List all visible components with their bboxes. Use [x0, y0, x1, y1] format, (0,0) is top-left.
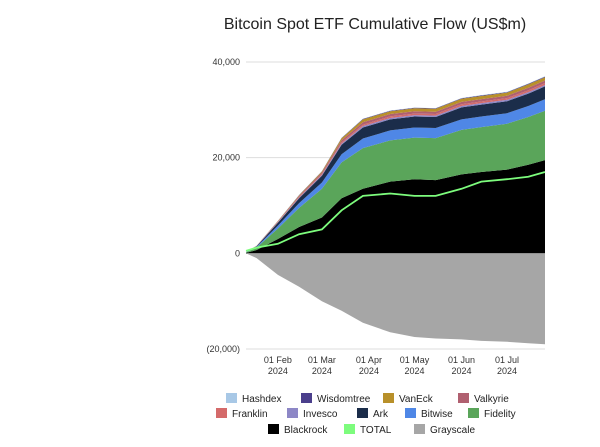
y-tick-label: 20,000: [212, 153, 240, 163]
legend-swatch: [357, 408, 368, 418]
legend-swatch: [226, 393, 237, 403]
y-tick-label: (20,000): [206, 344, 240, 354]
y-tick-label: 40,000: [212, 57, 240, 67]
x-tick-label: 01 Jun: [448, 355, 475, 365]
y-tick-label: 0: [235, 248, 240, 258]
legend-swatch: [414, 424, 425, 434]
legend-item-franklin: Franklin: [216, 408, 268, 420]
area-bitwise: [246, 99, 545, 253]
legend-label: Bitwise: [421, 409, 453, 420]
legend-swatch: [287, 408, 298, 418]
area-vaneck: [246, 77, 545, 253]
area-layer: [246, 76, 545, 345]
x-tick-year: 2024: [497, 366, 517, 376]
chart-title: Bitcoin Spot ETF Cumulative Flow (US$m): [223, 16, 527, 33]
legend-item-fidelity: Fidelity: [468, 408, 516, 420]
legend-item-ark: Ark: [357, 408, 389, 420]
area-invesco: [246, 85, 545, 253]
legend-label: Wisdomtree: [317, 394, 371, 405]
legend-swatch: [405, 408, 416, 418]
legend-swatch: [468, 408, 479, 418]
legend-item-invesco: Invesco: [287, 408, 338, 420]
legend-label: Fidelity: [484, 409, 516, 420]
legend-label: VanEck: [399, 394, 434, 405]
area-fidelity: [246, 110, 545, 253]
legend-item-hashdex: Hashdex: [226, 393, 281, 405]
legend-label: TOTAL: [360, 425, 392, 436]
legend-label: Ark: [373, 409, 389, 420]
x-tick-label: 01 May: [400, 355, 430, 365]
legend-item-grayscale: Grayscale: [414, 424, 475, 436]
legend-label: Blackrock: [284, 425, 328, 436]
x-tick-year: 2024: [359, 366, 379, 376]
legend-swatch: [383, 393, 394, 403]
legend-item-valkyrie: Valkyrie: [458, 393, 509, 405]
area-valkyrie: [246, 80, 545, 253]
x-tick-label: 01 Mar: [308, 355, 336, 365]
legend-item-wisdomtree: Wisdomtree: [301, 393, 371, 405]
legend-item-vaneck: VanEck: [383, 393, 434, 405]
legend-label: Franklin: [232, 409, 268, 420]
line-layer: [245, 171, 546, 252]
area-ark: [246, 86, 545, 253]
x-tick-label: 01 Apr: [356, 355, 382, 365]
legend-item-bitwise: Bitwise: [405, 408, 453, 420]
x-tick-year: 2024: [452, 366, 472, 376]
legend-label: Valkyrie: [474, 394, 509, 405]
x-tick-year: 2024: [312, 366, 332, 376]
x-tick-year: 2024: [268, 366, 288, 376]
x-tick-year: 2024: [404, 366, 424, 376]
legend-swatch: [458, 393, 469, 403]
line-total: [245, 171, 546, 252]
legend-swatch: [268, 424, 279, 434]
x-tick-label: 01 Jul: [495, 355, 519, 365]
legend-label: Hashdex: [242, 394, 281, 405]
legend-swatch: [216, 408, 227, 418]
legend-swatch: [301, 393, 312, 403]
legend-item-blackrock: Blackrock: [268, 424, 328, 436]
area-franklin: [246, 83, 545, 253]
area-grayscale: [246, 253, 545, 345]
legend-item-total: TOTAL: [344, 424, 392, 436]
x-tick-label: 01 Feb: [264, 355, 292, 365]
legend-label: Grayscale: [430, 425, 475, 436]
legend: Hashdex Wisdomtree VanEck Valkyrie Franklin I…: [216, 393, 516, 436]
legend-label: Invesco: [303, 409, 338, 420]
legend-swatch: [344, 424, 355, 434]
